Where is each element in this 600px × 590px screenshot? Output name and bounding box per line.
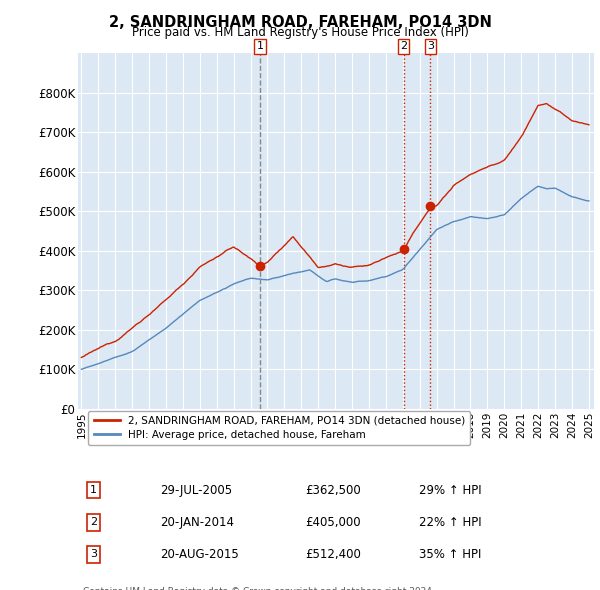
- Text: 2, SANDRINGHAM ROAD, FAREHAM, PO14 3DN: 2, SANDRINGHAM ROAD, FAREHAM, PO14 3DN: [109, 15, 491, 30]
- Text: 35% ↑ HPI: 35% ↑ HPI: [419, 548, 481, 561]
- Text: 2: 2: [90, 517, 97, 527]
- Text: 20-JAN-2014: 20-JAN-2014: [161, 516, 235, 529]
- Text: 1: 1: [90, 485, 97, 495]
- Legend: 2, SANDRINGHAM ROAD, FAREHAM, PO14 3DN (detached house), HPI: Average price, det: 2, SANDRINGHAM ROAD, FAREHAM, PO14 3DN (…: [88, 411, 470, 445]
- Text: 29-JUL-2005: 29-JUL-2005: [161, 484, 233, 497]
- Text: £405,000: £405,000: [305, 516, 361, 529]
- Text: 2: 2: [400, 41, 407, 51]
- Text: £512,400: £512,400: [305, 548, 361, 561]
- Text: 3: 3: [427, 41, 434, 51]
- Text: 3: 3: [90, 549, 97, 559]
- Text: 22% ↑ HPI: 22% ↑ HPI: [419, 516, 481, 529]
- Text: £362,500: £362,500: [305, 484, 361, 497]
- Text: Price paid vs. HM Land Registry's House Price Index (HPI): Price paid vs. HM Land Registry's House …: [131, 26, 469, 39]
- Text: 20-AUG-2015: 20-AUG-2015: [161, 548, 239, 561]
- Text: Contains HM Land Registry data © Crown copyright and database right 2024.: Contains HM Land Registry data © Crown c…: [83, 586, 435, 590]
- Text: 1: 1: [257, 41, 264, 51]
- Text: 29% ↑ HPI: 29% ↑ HPI: [419, 484, 481, 497]
